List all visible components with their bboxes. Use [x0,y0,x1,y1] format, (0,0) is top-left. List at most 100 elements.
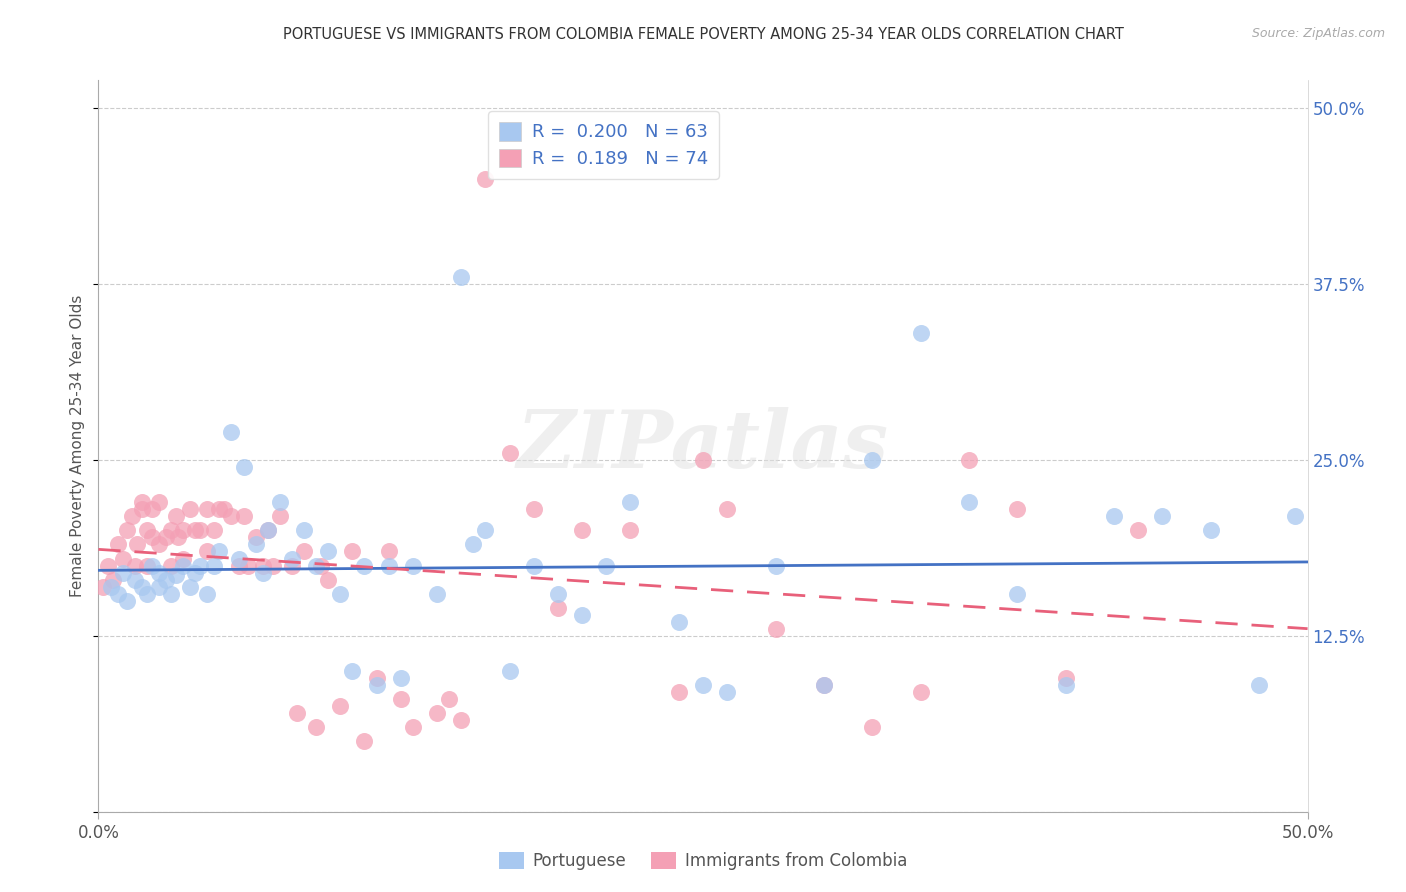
Point [450,270,472,285]
Point [195,587,218,601]
Point [204,558,226,573]
Point [155,530,177,544]
Point [269,509,291,524]
Point [172,551,194,566]
Point [389,671,412,685]
Point [305,720,328,734]
Point [342,664,364,678]
Point [1152,509,1174,524]
Point [167,530,190,544]
Point [426,587,449,601]
Point [179,502,201,516]
Text: PORTUGUESE VS IMMIGRANTS FROM COLOMBIA FEMALE POVERTY AMONG 25-34 YEAR OLDS CORR: PORTUGUESE VS IMMIGRANTS FROM COLOMBIA F… [283,27,1123,42]
Point [111,551,134,566]
Point [232,509,254,524]
Point [716,502,738,516]
Point [165,568,187,582]
Point [148,537,170,551]
Point [131,502,153,516]
Point [353,558,375,573]
Point [135,587,157,601]
Point [148,580,170,594]
Point [141,502,163,516]
Point [668,615,690,629]
Point [329,587,352,601]
Point [377,558,399,573]
Point [813,678,835,692]
Text: Source: ZipAtlas.com: Source: ZipAtlas.com [1251,27,1385,40]
Point [245,537,267,551]
Point [316,544,339,558]
Point [221,509,243,524]
Point [1284,509,1306,524]
Point [172,524,194,538]
Point [547,587,569,601]
Point [124,558,146,573]
Point [474,171,496,186]
Point [692,678,714,692]
Point [498,446,520,460]
Point [316,573,339,587]
Point [208,544,231,558]
Point [107,587,129,601]
Point [668,685,690,699]
Point [450,714,472,728]
Point [619,495,641,509]
Point [184,566,207,580]
Point [245,530,267,544]
Point [160,524,183,538]
Point [813,678,835,692]
Text: ZIPatlas: ZIPatlas [517,408,889,484]
Point [232,460,254,475]
Point [165,509,187,524]
Point [256,524,278,538]
Point [212,502,235,516]
Point [571,607,593,622]
Point [155,573,177,587]
Point [148,495,170,509]
Point [437,692,460,706]
Legend: Portuguese, Immigrants from Colombia: Portuguese, Immigrants from Colombia [492,845,914,877]
Point [101,573,124,587]
Point [692,453,714,467]
Point [141,530,163,544]
Point [91,580,114,594]
Point [1128,524,1150,538]
Point [228,558,250,573]
Point [377,544,399,558]
Point [256,524,278,538]
Point [252,566,274,580]
Point [463,537,485,551]
Point [97,558,120,573]
Point [204,524,226,538]
Point [342,544,364,558]
Point [1007,502,1029,516]
Point [135,524,157,538]
Point [141,558,163,573]
Point [121,509,143,524]
Point [619,524,641,538]
Point [1199,524,1222,538]
Point [474,524,496,538]
Point [389,692,412,706]
Point [281,558,304,573]
Point [292,524,315,538]
Point [148,566,170,580]
Point [117,524,139,538]
Point [107,537,129,551]
Point [1102,509,1125,524]
Point [281,551,304,566]
Point [402,720,425,734]
Point [860,720,883,734]
Point [523,502,546,516]
Point [910,685,932,699]
Point [269,495,291,509]
Y-axis label: Female Poverty Among 25-34 Year Olds: Female Poverty Among 25-34 Year Olds [70,295,86,597]
Point [366,678,388,692]
Point [426,706,449,721]
Point [184,524,207,538]
Point [131,495,153,509]
Point [309,558,332,573]
Point [160,558,183,573]
Point [117,593,139,607]
